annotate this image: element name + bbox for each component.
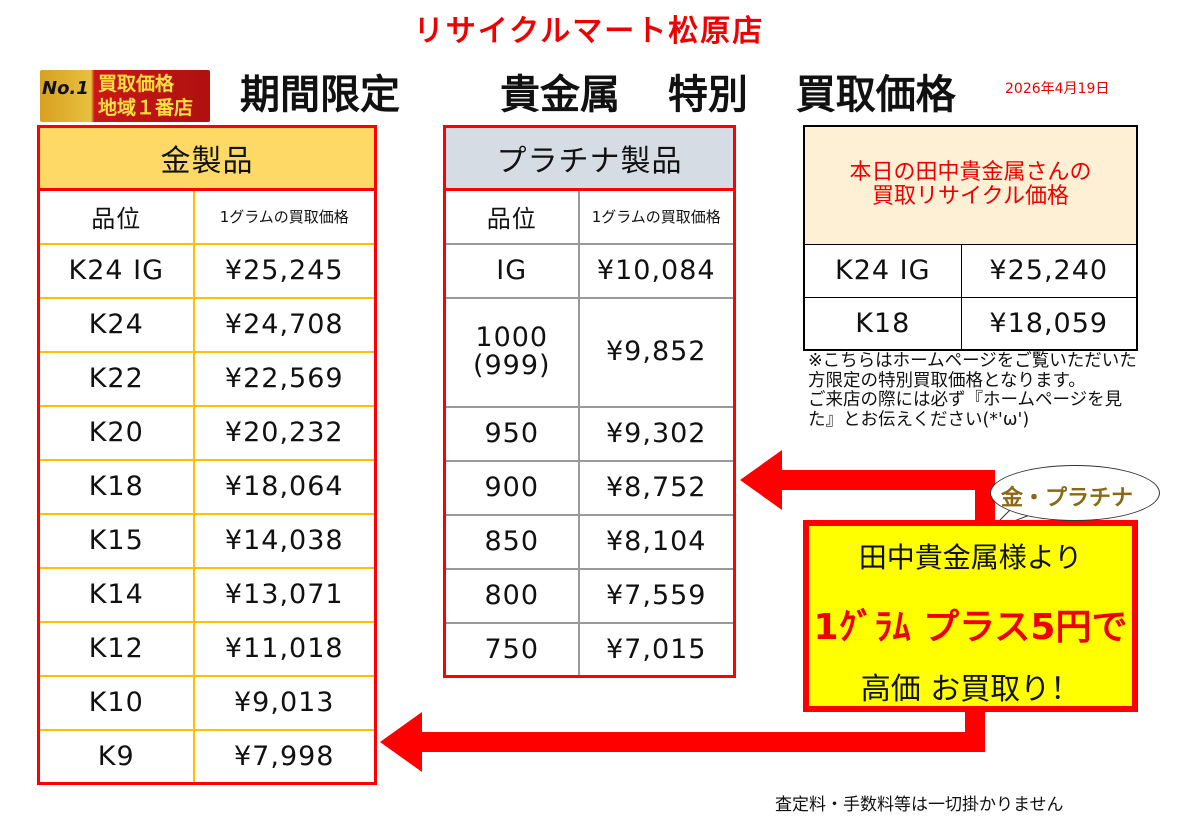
arrow-to-platinum-icon [780,470,995,520]
gold-title: 金製品 [37,125,377,191]
grade-cell: K22 [37,350,195,407]
table-row: K22 ¥22,569 [37,350,377,407]
table-row: K18 ¥18,064 [37,458,377,515]
table-row: 750 ¥7,015 [443,621,736,678]
promo-line3: 高価 お買取り！ [860,672,1081,707]
price-cell: ¥13,071 [192,566,377,623]
grade-cell: 950 [443,405,580,462]
price-cell: ¥9,302 [577,405,736,462]
price-cell: ¥25,240 [960,243,1138,298]
promo-box: 田中貴金属様より 1ｸﾞﾗﾑ プラス5円で 高価 お買取り！ [803,520,1138,712]
table-row: K18 ¥18,059 [803,296,1138,351]
table-row: 950 ¥9,302 [443,405,736,462]
price-cell: ¥8,104 [577,513,736,570]
platinum-title: プラチナ製品 [443,125,736,191]
grade-cell: K24 IG [803,243,962,298]
table-row: K12 ¥11,018 [37,620,377,677]
no1-badge-logo: No.1 買取価格 地域１番店 [40,70,210,122]
badge-line1: 買取価格 [98,73,175,95]
price-cell: ¥9,013 [192,674,377,731]
table-row: 800 ¥7,559 [443,567,736,624]
price-cell: ¥14,038 [192,512,377,569]
heading-limited: 期間限定 [240,72,400,118]
grade-cell: IG [443,242,580,299]
price-cell: ¥22,569 [192,350,377,407]
promo-line2: 1ｸﾞﾗﾑ プラス5円で [813,607,1128,648]
arrow-to-gold-icon [420,712,985,752]
tanaka-price-table: 本日の田中貴金属さんの 買取リサイクル価格 K24 IG ¥25,240 K18 ¥1… [803,125,1138,351]
tanaka-title: 本日の田中貴金属さんの 買取リサイクル価格 [803,125,1138,245]
grade-cell: K18 [37,458,195,515]
grade-cell: K14 [37,566,195,623]
arrow-head-platinum-icon [740,450,782,510]
heading-title: 貴金属 特別 買取価格 [500,72,956,118]
grade-cell: 750 [443,621,580,678]
table-row: 850 ¥8,104 [443,513,736,570]
badge-no1: No.1 [42,78,89,99]
grade-cell: 800 [443,567,580,624]
price-cell: ¥9,852 [577,296,736,408]
grade-cell: K18 [803,296,962,351]
table-row: 900 ¥8,752 [443,459,736,516]
table-row: K10 ¥9,013 [37,674,377,731]
gold-col-price: 1グラムの買取価格 [192,188,377,245]
gold-col-grade: 品位 [37,188,195,245]
badge-line2: 地域１番店 [98,97,194,119]
platinum-col-grade: 品位 [443,188,580,245]
date: 2026年4月19日 [1005,81,1110,97]
arrow-head-gold-icon [380,712,422,772]
platinum-col-price: 1グラムの買取価格 [577,188,736,245]
price-cell: ¥10,084 [577,242,736,299]
grade-cell: K9 [37,728,195,785]
grade-cell: K10 [37,674,195,731]
grade-cell: K12 [37,620,195,677]
price-cell: ¥20,232 [192,404,377,461]
price-cell: ¥25,245 [192,242,377,299]
speech-bubble: 金・プラチナ [990,465,1160,521]
table-row: K24 IG ¥25,245 [37,242,377,299]
promo-line1: 田中貴金属様より [858,541,1083,574]
table-row: K24 ¥24,708 [37,296,377,353]
footer-note: 査定料・手数料等は一切掛かりません [775,795,1064,815]
table-row: K24 IG ¥25,240 [803,243,1138,298]
table-row: 1000 (999) ¥9,852 [443,296,736,408]
note-text: ※こちらはホームページをご覧いただいた方限定の特別買取価格となります。 ご来店の… [808,351,1137,430]
table-row: IG ¥10,084 [443,242,736,299]
table-row: K14 ¥13,071 [37,566,377,623]
price-cell: ¥7,998 [192,728,377,785]
grade-cell: K24 IG [37,242,195,299]
price-cell: ¥7,559 [577,567,736,624]
price-cell: ¥8,752 [577,459,736,516]
grade-cell: 1000 (999) [443,296,580,408]
grade-cell: K24 [37,296,195,353]
price-cell: ¥18,064 [192,458,377,515]
gold-price-table: 金製品 品位 1グラムの買取価格 K24 IG ¥25,245 K24 ¥24,708 K… [37,125,377,785]
table-row: K15 ¥14,038 [37,512,377,569]
grade-cell: 900 [443,459,580,516]
platinum-price-table: プラチナ製品 品位 1グラムの買取価格 IG ¥10,084 1000 (999) ¥9… [443,125,736,678]
price-cell: ¥7,015 [577,621,736,678]
table-row: K9 ¥7,998 [37,728,377,785]
table-row: K20 ¥20,232 [37,404,377,461]
grade-cell: K20 [37,404,195,461]
store-name: リサイクルマート松原店 [413,14,765,49]
price-cell: ¥18,059 [960,296,1138,351]
price-cell: ¥24,708 [192,296,377,353]
grade-cell: K15 [37,512,195,569]
grade-cell: 850 [443,513,580,570]
price-cell: ¥11,018 [192,620,377,677]
